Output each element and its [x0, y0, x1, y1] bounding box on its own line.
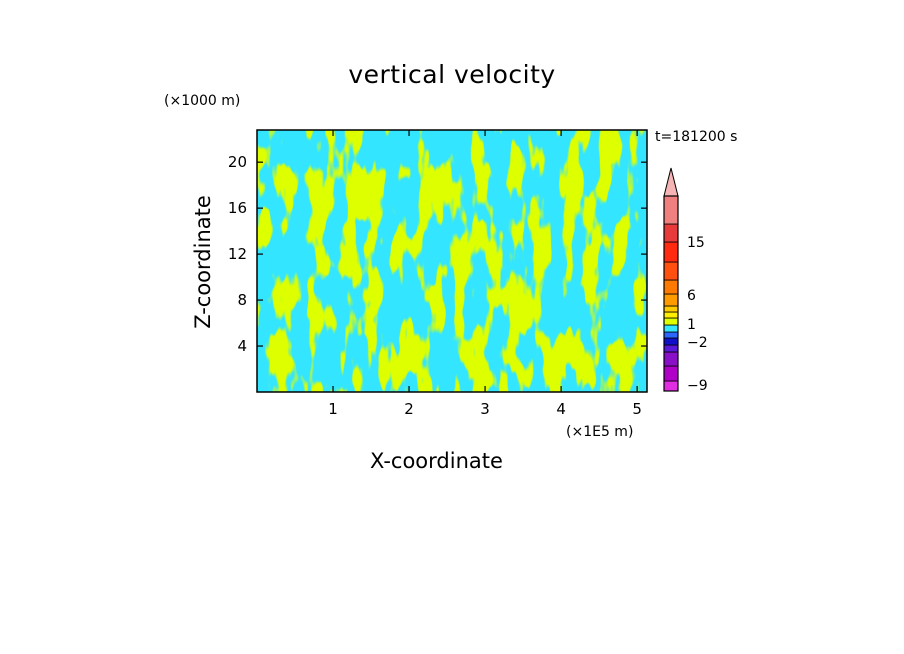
plot-frame: [256, 129, 648, 393]
field-layer: [257, 130, 647, 392]
colorbar-band: [663, 351, 679, 367]
colorbar-band: [663, 261, 679, 281]
colorbar-label: 15: [687, 235, 705, 251]
field-positive-region: [257, 130, 647, 392]
colorbar: 15 6 1 −2 −9: [663, 167, 708, 394]
colorbar-band: [663, 305, 679, 313]
x-tick-label: 4: [556, 400, 566, 418]
x-tick-label: 5: [632, 400, 642, 418]
colorbar-frame: [663, 195, 679, 392]
colorbar-extend-arrow: [663, 167, 679, 197]
colorbar-band: [663, 380, 679, 392]
colorbar-band: [663, 331, 679, 339]
colorbar-band: [663, 317, 679, 326]
colorbar-band: [663, 365, 679, 382]
chart-title: vertical velocity: [348, 60, 556, 89]
y-tick-label: 16: [228, 199, 247, 217]
colorbar-label: −2: [687, 335, 708, 351]
y-tick-label: 4: [237, 337, 247, 355]
colorbar-label: 6: [687, 288, 696, 304]
x-tick-label: 1: [328, 400, 338, 418]
colorbar-label: 1: [687, 317, 696, 333]
colorbar-band: [663, 279, 679, 295]
colorbar-label: −9: [687, 378, 708, 394]
colorbar-band: [663, 293, 679, 307]
x-tick-label: 2: [404, 400, 414, 418]
colorbar-band: [663, 311, 679, 319]
colorbar-band: [663, 324, 679, 333]
x-tick-label: 3: [480, 400, 490, 418]
colorbar-band: [663, 223, 679, 243]
y-tick-label: 20: [228, 153, 247, 171]
x-axis-label: X-coordinate: [370, 449, 503, 473]
y-axis-unit: (×1000 m): [164, 93, 241, 109]
time-label: t=181200 s: [655, 129, 738, 145]
x-axis-unit: (×1E5 m): [566, 424, 634, 440]
y-tick-label: 12: [228, 245, 247, 263]
colorbar-band: [663, 195, 679, 225]
colorbar-band: [663, 241, 679, 263]
y-tick-label: 8: [237, 291, 247, 309]
colorbar-band: [663, 337, 679, 346]
colorbar-band: [663, 344, 679, 353]
